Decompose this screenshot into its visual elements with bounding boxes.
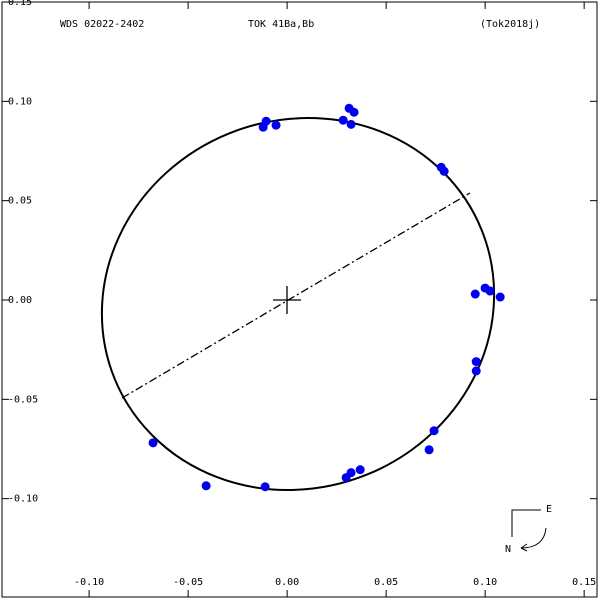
y-tick-label: -0.10 bbox=[8, 494, 38, 505]
data-point bbox=[495, 292, 505, 302]
y-tick-label: 0.05 bbox=[8, 196, 32, 207]
compass-arrow bbox=[520, 543, 528, 552]
data-point bbox=[349, 107, 359, 117]
reference: (Tok2018j) bbox=[480, 19, 540, 30]
data-point bbox=[271, 120, 281, 130]
x-tick-label: 0.05 bbox=[374, 577, 398, 588]
data-point bbox=[424, 445, 434, 455]
x-tick-label: 0.10 bbox=[473, 577, 497, 588]
x-tick-label: -0.05 bbox=[173, 577, 203, 588]
data-point bbox=[148, 438, 158, 448]
data-point bbox=[341, 473, 351, 483]
data-point bbox=[485, 286, 495, 296]
x-tick-label: 0.00 bbox=[275, 577, 299, 588]
data-point bbox=[470, 289, 480, 299]
data-point bbox=[429, 426, 439, 436]
compass-arrow bbox=[520, 527, 547, 549]
data-point bbox=[439, 166, 449, 176]
chart-title: WDS 02022-2402 bbox=[60, 19, 144, 30]
data-point bbox=[471, 357, 481, 367]
x-tick-label: -0.10 bbox=[74, 577, 104, 588]
compass bbox=[511, 509, 541, 537]
data-point bbox=[260, 482, 270, 492]
x-tick-label: 0.15 bbox=[572, 577, 596, 588]
y-tick-label: 0.15 bbox=[8, 0, 32, 8]
chart-subtitle: TOK 41Ba,Bb bbox=[248, 19, 314, 30]
data-point bbox=[201, 481, 211, 491]
orbit bbox=[100, 116, 496, 492]
data-point bbox=[338, 115, 348, 125]
line-of-nodes bbox=[121, 192, 471, 399]
compass-label: N bbox=[505, 544, 511, 555]
data-point bbox=[355, 465, 365, 475]
y-tick-label: 0.10 bbox=[8, 96, 32, 107]
data-point bbox=[258, 122, 268, 132]
y-tick-label: 0.00 bbox=[8, 295, 32, 306]
data-point bbox=[346, 119, 356, 129]
y-tick-label: -0.05 bbox=[8, 394, 38, 405]
data-point bbox=[471, 366, 481, 376]
compass-label: E bbox=[546, 504, 552, 515]
